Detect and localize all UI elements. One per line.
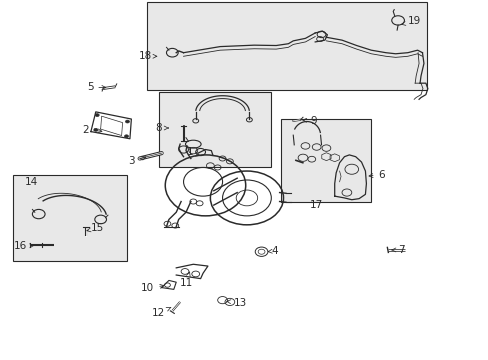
Text: 15: 15 — [87, 224, 104, 233]
Circle shape — [125, 120, 129, 123]
Text: 12: 12 — [152, 307, 170, 318]
Text: 7: 7 — [391, 245, 404, 255]
Text: 14: 14 — [25, 177, 38, 187]
Text: 2: 2 — [81, 125, 102, 135]
Circle shape — [95, 114, 99, 117]
Text: 4: 4 — [267, 246, 277, 256]
Text: 6: 6 — [368, 170, 385, 180]
Text: 5: 5 — [86, 82, 105, 93]
Text: 17: 17 — [309, 200, 323, 210]
Text: 3: 3 — [128, 156, 145, 166]
Text: 8: 8 — [155, 123, 161, 133]
Bar — [13, 175, 127, 261]
Text: 13: 13 — [226, 298, 246, 308]
Text: 9: 9 — [302, 116, 316, 126]
Bar — [281, 119, 370, 202]
Bar — [159, 92, 271, 167]
Text: 11: 11 — [179, 272, 192, 288]
Text: 16: 16 — [14, 241, 34, 251]
Circle shape — [94, 129, 98, 131]
Bar — [147, 3, 427, 90]
Text: 18: 18 — [138, 51, 152, 61]
Text: 1: 1 — [186, 147, 199, 157]
Text: 10: 10 — [141, 283, 163, 293]
Circle shape — [124, 135, 128, 138]
Text: 19: 19 — [401, 17, 420, 27]
